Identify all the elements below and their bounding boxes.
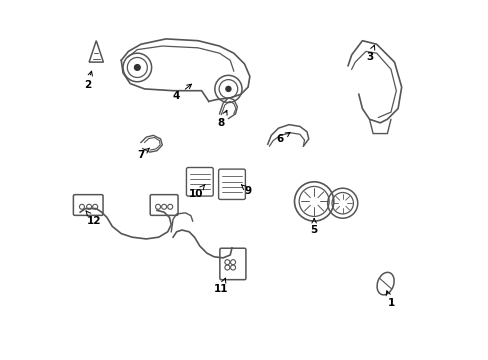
Text: 6: 6: [276, 132, 289, 144]
Text: 9: 9: [241, 185, 251, 196]
Circle shape: [225, 86, 230, 91]
Text: 3: 3: [365, 45, 374, 62]
Text: 1: 1: [386, 291, 394, 308]
Text: 2: 2: [83, 71, 92, 90]
Circle shape: [134, 64, 140, 70]
Text: 8: 8: [217, 110, 226, 128]
Text: 4: 4: [173, 84, 191, 101]
Text: 11: 11: [214, 278, 228, 294]
Text: 7: 7: [137, 148, 149, 160]
Text: 12: 12: [86, 211, 102, 226]
Text: 5: 5: [310, 219, 317, 235]
Text: 10: 10: [189, 184, 204, 199]
